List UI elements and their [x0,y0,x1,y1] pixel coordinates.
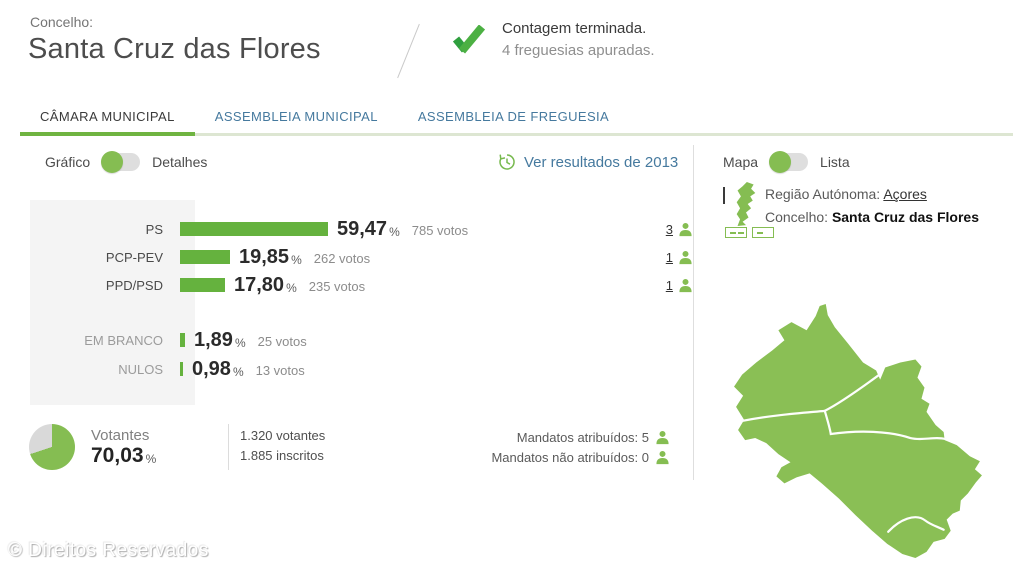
person-icon [678,250,693,265]
grafico-detalhes-toggle[interactable] [101,151,141,173]
voters-count: 1.320 votantes [240,428,326,443]
person-icon [678,222,693,237]
result-bar [180,278,225,292]
concelho-label: Concelho: [30,14,94,30]
turnout-divider [228,424,229,470]
votes-count: 13 votos [255,362,305,378]
person-icon [655,430,670,445]
map-list-toggle-row: Mapa Lista [723,151,850,173]
category-name: NULOS [118,361,163,377]
percent-sign: % [232,364,244,379]
registered-count: 1.885 inscritos [240,448,324,463]
percent-value: 19,85 [239,245,290,268]
party-name: PCP-PEV [105,249,163,265]
percent-value: 1,89 [194,328,233,351]
mandates-link-ppd-psd[interactable]: 1 [666,278,693,293]
concelho-line: Concelho: Santa Cruz das Flores [765,209,979,225]
category-name: EM BRANCO [84,332,163,348]
percent-sign: % [234,335,246,350]
result-bar [180,222,328,236]
status-subtitle: 4 freguesias apuradas. [502,42,655,59]
mapa-lista-toggle[interactable] [769,151,809,173]
region-line: Região Autónoma: Açores [765,186,927,202]
region-label: Região Autónoma: [765,186,881,202]
result-bar [180,333,185,347]
turnout-percent: 70,03% [91,444,157,467]
view-toggle-row: Gráfico Detalhes [45,151,208,173]
turnout-label: Votantes [91,427,150,444]
mandates-link-ps[interactable]: 3 [666,222,693,237]
result-bar [180,362,183,376]
cursor-mark [723,187,725,204]
status-title: Contagem terminada. [502,20,647,37]
person-icon [655,450,670,465]
mandates-count: 1 [665,277,673,293]
mandates-assigned-row: Mandatos atribuídos: 5 [380,427,670,447]
tab-assembleia-freguesia[interactable]: ASSEMBLEIA DE FREGUESIA [417,109,610,124]
toggle-knob [769,151,792,173]
concelho-key: Concelho: [765,209,829,225]
person-icon [678,278,693,293]
grafico-label: Gráfico [45,154,91,170]
percent-value: 17,80 [234,273,285,296]
party-label-panel [30,200,195,405]
azores-box-icon[interactable] [725,227,747,238]
region-link[interactable]: Açores [883,186,927,202]
result-row-ps: PS 59,47 % 785 votos 3 [30,217,693,240]
result-row-em-branco: EM BRANCO 1,89 % 25 votos [30,328,693,351]
result-bar [180,250,230,264]
mandates-count: 1 [665,249,673,265]
tab-camara-municipal[interactable]: CÂMARA MUNICIPAL [20,100,195,136]
checkmark-icon [452,24,486,60]
history-icon [498,153,516,171]
mapa-label: Mapa [723,154,759,170]
islands-selector [725,227,774,238]
lista-label: Lista [820,154,850,170]
madeira-box-icon[interactable] [752,227,774,238]
panel-divider [693,145,694,480]
percent-sign: % [286,280,297,295]
tab-assembleia-municipal[interactable]: ASSEMBLEIA MUNICIPAL [214,109,378,124]
result-row-nulos: NULOS 0,98 % 13 votos [30,357,693,380]
percent-sign: % [291,252,302,267]
copyright-watermark: © Direitos Reservados [8,540,209,561]
votes-count: 235 votos [308,278,366,294]
percent-value: 59,47 [337,217,388,240]
party-name: PS [145,221,163,237]
slash-divider [397,23,420,79]
turnout-pie-chart [29,424,75,470]
mandates-link-pcp-pev[interactable]: 1 [666,250,693,265]
mandates-unassigned-row: Mandatos não atribuídos: 0 [380,447,670,467]
percent-value: 0,98 [192,357,231,380]
mandates-summary: Mandatos atribuídos: 5 Mandatos não atri… [380,427,670,467]
portugal-mini-map-icon [733,182,759,231]
party-name: PPD/PSD [105,277,163,293]
percent-sign: % [145,451,157,466]
page-title: Santa Cruz das Flores [28,33,321,65]
votes-count: 25 votos [257,333,307,349]
mandates-count: 3 [665,221,673,237]
view-2013-results-link[interactable]: Ver resultados de 2013 [498,153,678,171]
result-row-ppd-psd: PPD/PSD 17,80 % 235 votos 1 [30,273,693,296]
percent-sign: % [389,224,400,239]
tab-bar: CÂMARA MUNICIPAL ASSEMBLEIA MUNICIPAL AS… [20,100,1013,136]
votes-count: 262 votos [313,250,371,266]
result-row-pcp-pev: PCP-PEV 19,85 % 262 votos 1 [30,245,693,268]
flores-island-map[interactable] [728,300,990,567]
concelho-value: Santa Cruz das Flores [831,209,979,225]
toggle-knob [101,151,124,173]
detalhes-label: Detalhes [152,154,208,170]
votes-count: 785 votos [411,222,469,238]
